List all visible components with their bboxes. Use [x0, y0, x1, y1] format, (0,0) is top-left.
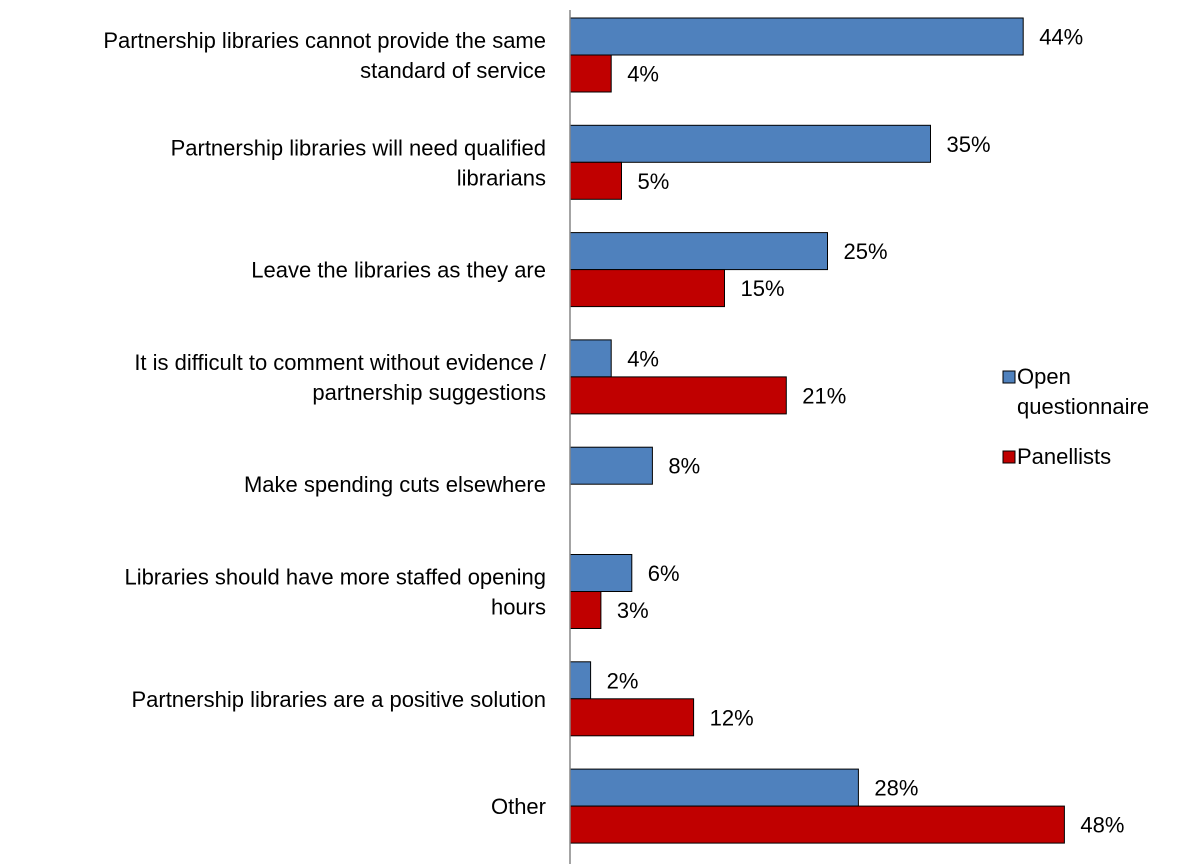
- category-label-line: Libraries should have more staffed openi…: [124, 565, 546, 590]
- category-label-line: Leave the libraries as they are: [251, 258, 546, 283]
- bar-panellists: [569, 591, 602, 629]
- category-label-line: Other: [491, 794, 546, 819]
- data-label: 48%: [1080, 813, 1124, 838]
- category-label: Partnership libraries cannot provide the…: [103, 28, 546, 83]
- data-label: 44%: [1039, 25, 1083, 50]
- data-label: 21%: [802, 383, 846, 408]
- category-label: Other: [491, 794, 546, 819]
- category-label: Libraries should have more staffed openi…: [124, 565, 546, 620]
- data-label: 25%: [844, 239, 888, 264]
- category-label-line: Partnership libraries will need qualifie…: [171, 135, 546, 160]
- category-label: It is difficult to comment without evide…: [134, 350, 547, 405]
- value-labels: 44% 4% 35% 5% 25% 15% 4% 21% 8% 6% 3% 2% 12% 28% 48%: [607, 25, 1125, 838]
- bar-panellists: [569, 54, 612, 93]
- legend: Open questionnaire Panellists: [1002, 364, 1149, 469]
- category-label-line: Partnership libraries are a positive sol…: [131, 687, 546, 712]
- data-label: 6%: [648, 561, 680, 586]
- bar-open-questionnaire: [569, 124, 931, 163]
- bar-open-questionnaire: [569, 554, 633, 592]
- data-label: 12%: [710, 705, 754, 730]
- bar-open-questionnaire: [569, 661, 592, 700]
- data-label: 35%: [947, 132, 991, 157]
- bar-open-questionnaire: [569, 339, 612, 378]
- category-label-line: standard of service: [360, 58, 546, 83]
- bar-open-questionnaire: [569, 446, 653, 485]
- category-label-line: Make spending cuts elsewhere: [244, 472, 546, 497]
- category-label: Make spending cuts elsewhere: [244, 472, 546, 497]
- bar-open-questionnaire: [569, 768, 859, 807]
- category-label-line: Partnership libraries cannot provide the…: [103, 28, 546, 53]
- category-labels: Partnership libraries cannot provide the…: [103, 28, 547, 819]
- bar-panellists: [569, 161, 622, 200]
- legend-label-line: Panellists: [1017, 444, 1111, 469]
- data-label: 15%: [741, 276, 785, 301]
- data-label: 5%: [638, 169, 670, 194]
- category-label: Leave the libraries as they are: [251, 258, 546, 283]
- bar-open-questionnaire: [569, 17, 1024, 56]
- data-label: 3%: [617, 598, 649, 623]
- data-label: 4%: [627, 346, 659, 371]
- bars-group: [569, 17, 1065, 844]
- category-label-line: It is difficult to comment without evide…: [134, 350, 547, 375]
- bar-panellists: [569, 805, 1065, 844]
- bar-open-questionnaire: [569, 232, 828, 271]
- data-label: 8%: [668, 454, 700, 479]
- bar-panellists: [569, 376, 787, 415]
- category-label: Partnership libraries will need qualifie…: [171, 135, 546, 190]
- data-label: 2%: [607, 668, 639, 693]
- legend-label-line: Open: [1017, 364, 1071, 389]
- legend-swatch-panellists: [1002, 450, 1016, 464]
- legend-label: Panellists: [1017, 444, 1111, 469]
- legend-swatch-open-questionnaire: [1002, 370, 1016, 384]
- legend-label-line: questionnaire: [1017, 394, 1149, 419]
- category-label: Partnership libraries are a positive sol…: [131, 687, 546, 712]
- category-label-line: librarians: [457, 165, 546, 190]
- bar-panellists: [569, 698, 695, 737]
- legend-label: Open questionnaire: [1017, 364, 1149, 419]
- category-label-line: hours: [491, 595, 546, 620]
- category-label-line: partnership suggestions: [312, 380, 546, 405]
- data-label: 4%: [627, 62, 659, 87]
- bar-panellists: [569, 269, 725, 308]
- data-label: 28%: [874, 776, 918, 801]
